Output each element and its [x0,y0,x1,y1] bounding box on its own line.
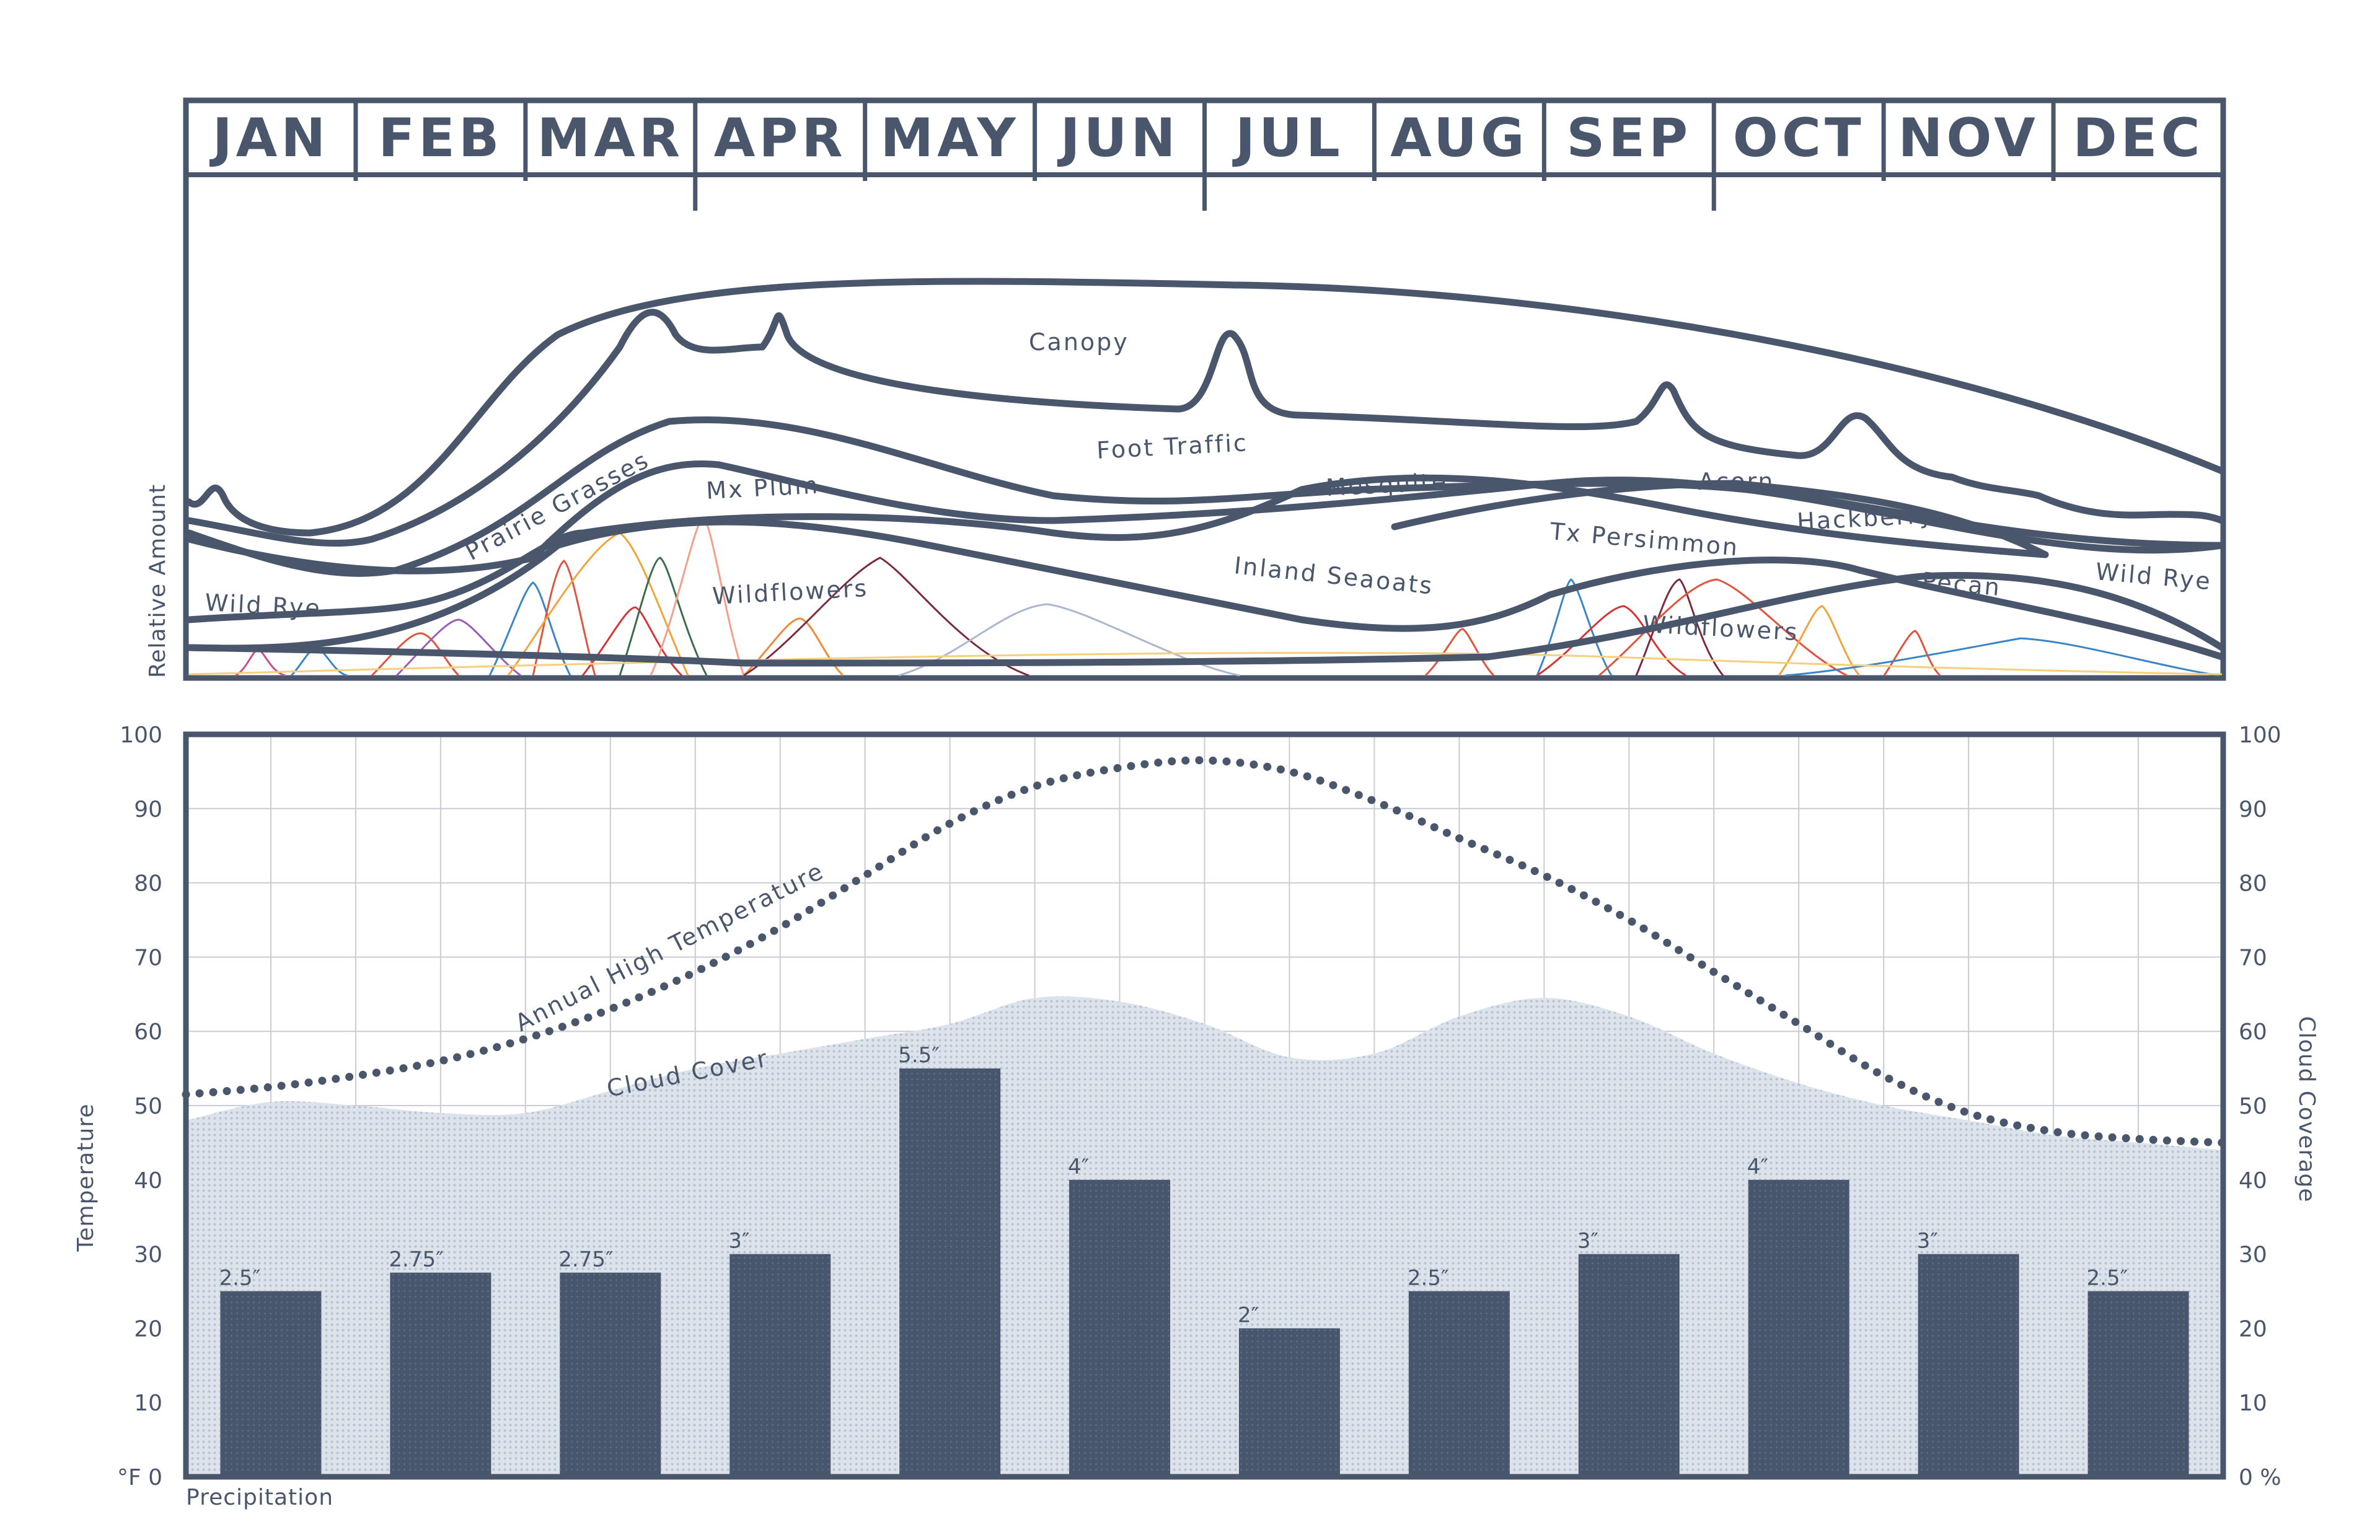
relative-amount-axis-title: Relative Amount [145,484,170,678]
month-label-jan: JAN [209,107,330,169]
layer-label-mx-plum: Mx Plum [705,471,820,504]
layer-label-mesquite: Mesquite [1325,468,1448,501]
temperature-axis-title: Temperature [73,1103,99,1252]
series-label-annual-high-temperature: Annual High Temperature [511,857,829,1037]
precipitation-bar-label: 2.5″ [2087,1266,2128,1291]
seasonal-layers-panel: JAN FEB MAR APR MAY JUN JUL AUG SEP OCT NOV DEC [145,97,2226,681]
layer-label-wild-rye: Wild Rye [2094,558,2213,595]
month-label-mar: MAR [537,107,684,169]
precipitation-bar-jan [220,1291,322,1477]
month-label-aug: AUG [1390,107,1528,169]
cloud-coverage-axis-ticks: 0 % 10 20 30 40 50 60 70 80 90 100 [2239,723,2281,1490]
cloud-coverage-tick-label: 40 [2239,1168,2267,1194]
cloud-coverage-tick-label: 0 % [2239,1465,2281,1490]
layer-label-canopy: Canopy [1029,328,1129,356]
precipitation-bar-label: 3″ [1917,1229,1938,1254]
precipitation-bar-aug [1408,1291,1510,1477]
precipitation-bar-label: 4″ [1068,1155,1089,1179]
climate-frame [183,731,2226,1480]
month-label-may: MAY [881,107,1020,169]
cloud-coverage-tick-label: 100 [2239,723,2281,748]
temperature-tick-label: 90 [134,797,162,822]
precipitation-bar-label: 2″ [1238,1303,1259,1327]
month-label-feb: FEB [378,107,503,169]
cloud-coverage-tick-label: 80 [2239,871,2267,897]
cloud-coverage-tick-label: 90 [2239,797,2267,822]
precipitation-bar-label: 2.75″ [558,1247,613,1272]
cloud-coverage-tick-label: 70 [2239,945,2267,970]
flower-bloom-spikes [188,516,2223,677]
precipitation-bar-jul [1238,1328,1340,1477]
precipitation-bar-label: 3″ [1577,1229,1598,1254]
precipitation-bar-labels: 2.5″ 2.75″ 2.75″ 3″ 5.5″ 4″ 2″ 2.5″ 3″ 4″ 3″ 2.5″ [219,1043,2128,1327]
cloud-coverage-tick-label: 50 [2239,1094,2267,1119]
month-label-oct: OCT [1733,107,1865,169]
cloud-cover-area [186,996,2223,1477]
layer-label-pecan: Pecan [1921,567,2003,601]
cloud-coverage-tick-label: 60 [2239,1019,2267,1045]
precipitation-bar-label: 3″ [728,1229,749,1254]
precipitation-bar-label: 2.5″ [1408,1266,1449,1291]
temperature-tick-label: 30 [134,1243,162,1268]
precipitation-axis-title: Precipitation [186,1485,333,1510]
month-dividers [353,100,2056,211]
month-label-dec: DEC [2073,107,2203,169]
temperature-tick-label: °F 0 [117,1465,162,1490]
temperature-tick-label: 40 [134,1168,162,1194]
temperature-tick-label: 60 [134,1019,162,1045]
layer-label-wildflowers: Wildflowers [712,574,869,610]
temperature-tick-label: 100 [120,723,162,748]
layer-label-tx-persimmon: Tx Persimmon [1548,517,1740,561]
annual-high-temperature-line [182,756,2228,1147]
precipitation-bar-label: 5.5″ [898,1043,940,1068]
temperature-tick-label: 20 [134,1316,162,1342]
climate-panel: 2.5″ 2.75″ 2.75″ 3″ 5.5″ 4″ 2″ 2.5″ 3″ 4″ 3″ 2.5″ °… [73,723,2319,1510]
cloud-coverage-axis-title: Cloud Coverage [2294,1016,2319,1203]
precipitation-bars [220,1068,2189,1477]
month-label-jul: JUL [1232,107,1344,169]
precipitation-bar-mar [560,1272,661,1477]
month-label-jun: JUN [1057,107,1179,169]
precipitation-bar-sep [1578,1254,1680,1477]
temperature-tick-label: 50 [134,1094,162,1119]
temperature-tick-label: 10 [134,1391,162,1416]
precipitation-bar-apr [729,1254,831,1477]
layer-label-acorn: Acorn [1698,468,1775,495]
precipitation-bar-feb [390,1272,491,1477]
temperature-axis-ticks: °F 0 10 20 30 40 50 60 70 80 90 100 [117,723,162,1490]
month-label-nov: NOV [1898,107,2038,169]
layer-label-inland-seaoats: Inland Seaoats [1233,552,1435,600]
precipitation-bar-dec [2087,1291,2189,1477]
precipitation-bar-label: 4″ [1747,1155,1768,1179]
precipitation-bar-oct [1748,1179,1849,1477]
cloud-coverage-tick-label: 30 [2239,1243,2267,1268]
month-labels: JAN FEB MAR APR MAY JUN JUL AUG SEP OCT NOV DEC [209,107,2203,169]
layer-label-foot-traffic: Foot Traffic [1096,429,1249,464]
cloud-coverage-tick-label: 10 [2239,1391,2267,1416]
layer-label-wildflowers: Wildflowers [1642,610,1800,646]
cloud-coverage-tick-label: 20 [2239,1316,2267,1342]
temperature-tick-label: 70 [134,945,162,970]
layer-bands [185,278,2226,667]
precipitation-bar-may [899,1068,1001,1477]
month-label-apr: APR [714,107,847,169]
layer-label-hackberry: Hackberry [1796,501,1935,535]
precipitation-bar-jun [1069,1179,1171,1477]
temperature-tick-label: 80 [134,871,162,897]
layer-label-wild-rye: Wild Rye [205,589,322,622]
month-label-sep: SEP [1566,107,1691,169]
precipitation-bar-label: 2.75″ [389,1247,443,1272]
precipitation-bar-nov [1918,1254,2019,1477]
precipitation-bar-label: 2.5″ [219,1266,260,1291]
